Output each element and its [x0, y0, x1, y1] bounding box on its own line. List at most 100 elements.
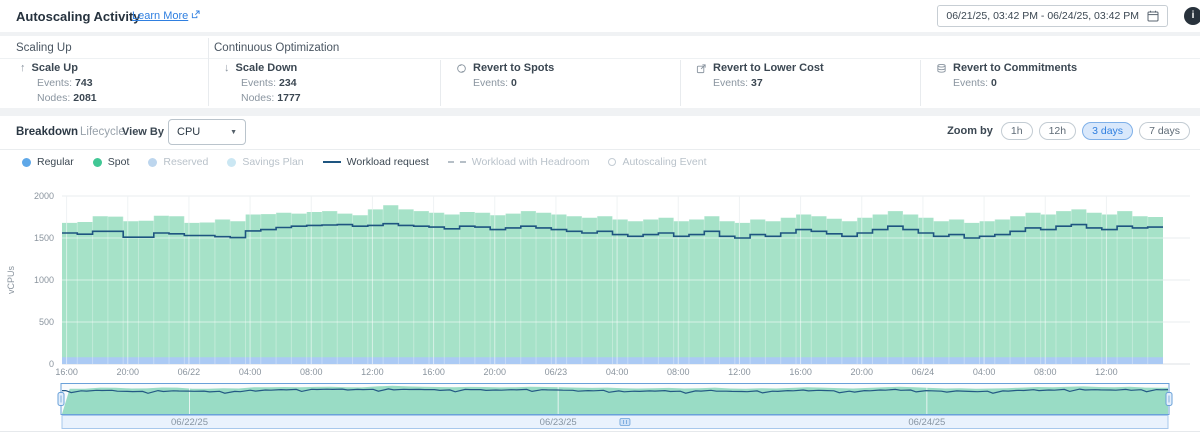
legend-swatch-icon [447, 161, 466, 163]
svg-text:20:00: 20:00 [116, 367, 139, 377]
legend-swatch-icon [227, 157, 237, 167]
info-circle-icon[interactable]: i [1184, 7, 1200, 25]
svg-text:06/22/25: 06/22/25 [171, 417, 208, 428]
page-header: Autoscaling Activity Learn More 06/21/25… [0, 0, 1200, 32]
legend-item-regular[interactable]: Regular [22, 156, 74, 168]
svg-text:20:00: 20:00 [850, 367, 873, 377]
legend-label: Regular [37, 156, 74, 168]
svg-text:1000: 1000 [34, 275, 54, 285]
legend-item-savings-plan[interactable]: Savings Plan [227, 156, 304, 168]
card-divider [208, 38, 209, 106]
legend-swatch-icon [148, 157, 158, 167]
legend-swatch-icon [92, 157, 102, 167]
card-divider [920, 60, 921, 106]
minimap-brush-selection[interactable] [60, 383, 1170, 415]
revert-lower-cost-icon [696, 63, 707, 74]
svg-text:06/24/25: 06/24/25 [908, 417, 945, 428]
svg-text:04:00: 04:00 [606, 367, 629, 377]
legend-item-spot[interactable]: Spot [92, 156, 130, 168]
stat-metric: Events: 234 [241, 77, 297, 89]
svg-text:08:00: 08:00 [1034, 367, 1057, 377]
svg-text:08:00: 08:00 [300, 367, 323, 377]
view-by-value: CPU [177, 126, 201, 138]
stat-card-revert-to-commitments: Revert to Commitments Events: 0 [936, 62, 1077, 89]
stat-metric: Nodes: 1777 [241, 92, 301, 104]
minimap-center-handle[interactable] [619, 418, 631, 426]
svg-text:06/23/25: 06/23/25 [540, 417, 577, 428]
legend-item-workload-with-headroom[interactable]: Workload with Headroom [447, 156, 590, 168]
legend-swatch-icon [22, 157, 31, 167]
arrow-up-icon: ↑ [20, 62, 26, 74]
main-chart[interactable]: 0 500 1000 1500 2000 16:00 20:00 06/22 04:00 08:0… [0, 176, 1200, 380]
zoom-option-3-days[interactable]: 3 days [1082, 122, 1134, 140]
zoom-option-12h[interactable]: 12h [1038, 122, 1077, 140]
stat-card-revert-to-spots: Revert to Spots Events: 0 [456, 62, 554, 89]
legend-label: Autoscaling Event [622, 156, 707, 168]
page-title: Autoscaling Activity [16, 9, 141, 24]
legend-swatch-icon [608, 158, 617, 166]
svg-text:08:00: 08:00 [667, 367, 690, 377]
stat-metric: Events: 37 [713, 77, 763, 89]
svg-text:500: 500 [39, 317, 54, 327]
view-by-label: View By [122, 126, 164, 138]
divider-strip [0, 32, 1200, 36]
stat-title: Scale Down [235, 62, 298, 74]
bottom-rule [0, 431, 1200, 432]
stat-card-revert-to-lower-cost: Revert to Lower Cost Events: 37 [696, 62, 824, 89]
stat-title: Scale Up [31, 62, 78, 74]
group-header-continuous-optimization: Continuous Optimization [214, 42, 340, 54]
chevron-down-icon: ▼ [230, 128, 237, 136]
activity-summary-cards: Scaling Up Continuous Optimization ↑ Scal… [0, 36, 1200, 108]
date-range-picker[interactable]: 06/21/25, 03:42 PM - 06/24/25, 03:42 PM [937, 5, 1168, 27]
svg-text:1500: 1500 [34, 233, 54, 243]
svg-text:20:00: 20:00 [483, 367, 506, 377]
legend-label: Spot [107, 156, 130, 168]
tab-lifecycle[interactable]: Lifecycle [80, 126, 125, 138]
calendar-icon[interactable] [1147, 10, 1159, 22]
learn-more-link[interactable]: Learn More [132, 10, 200, 22]
view-by-select[interactable]: CPU ▼ [168, 119, 246, 145]
chart-toolbar: Breakdown Lifecycle View By CPU ▼ Zoom b… [0, 116, 1200, 149]
legend-label: Savings Plan [242, 156, 304, 168]
group-header-rule [0, 58, 1200, 59]
svg-text:04:00: 04:00 [239, 367, 262, 377]
stat-card-scale-down: ↓ Scale Down Events: 234 Nodes: 1777 [224, 62, 301, 104]
stat-title: Revert to Lower Cost [713, 62, 824, 74]
svg-text:16:00: 16:00 [422, 367, 445, 377]
tab-breakdown[interactable]: Breakdown [16, 126, 78, 138]
toolbar-rule [0, 149, 1200, 150]
svg-text:16:00: 16:00 [55, 367, 78, 377]
legend-swatch-icon [322, 160, 341, 164]
svg-text:vCPUs: vCPUs [6, 266, 16, 295]
stat-metric: Events: 743 [37, 77, 93, 89]
stat-title: Revert to Commitments [953, 62, 1078, 74]
svg-text:12:00: 12:00 [1095, 367, 1118, 377]
legend-item-autoscaling-event[interactable]: Autoscaling Event [608, 156, 707, 168]
legend-item-workload-request[interactable]: Workload request [322, 156, 429, 168]
legend-label: Reserved [163, 156, 209, 168]
stat-metric: Nodes: 2081 [37, 92, 97, 104]
stat-metric: Events: 0 [473, 77, 517, 89]
legend-label: Workload with Headroom [471, 156, 590, 168]
chart-legend: Regular Spot Reserved Savings Plan Workload … [22, 156, 707, 168]
svg-text:04:00: 04:00 [973, 367, 996, 377]
stat-metric: Events: 0 [953, 77, 997, 89]
svg-text:2000: 2000 [34, 191, 54, 201]
zoom-option-7-days[interactable]: 7 days [1139, 122, 1190, 140]
zoom-option-1h[interactable]: 1h [1000, 122, 1033, 140]
zoom-pills: 1h 12h 3 days 7 days [1000, 122, 1190, 140]
minimap-brush-chart[interactable]: 06/22/25 06/23/25 06/24/25 [0, 382, 1200, 432]
svg-text:06/23: 06/23 [545, 367, 568, 377]
svg-text:12:00: 12:00 [728, 367, 751, 377]
divider-strip [0, 108, 1200, 116]
revert-spots-icon [456, 63, 467, 74]
svg-text:12:00: 12:00 [361, 367, 384, 377]
external-link-icon [191, 10, 200, 22]
revert-commitments-icon [936, 63, 947, 74]
card-divider [440, 60, 441, 106]
legend-label: Workload request [346, 156, 429, 168]
svg-text:06/22: 06/22 [178, 367, 201, 377]
legend-item-reserved[interactable]: Reserved [148, 156, 208, 168]
group-header-scaling-up: Scaling Up [16, 42, 72, 54]
